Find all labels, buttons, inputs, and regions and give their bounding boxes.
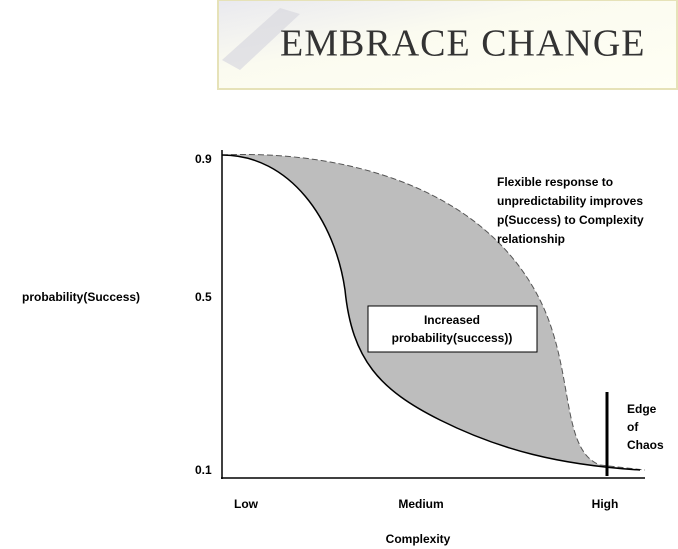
labels: probability(Success) 0.9 0.5 0.1 Low Medium Hi… xyxy=(22,152,664,546)
banner: EMBRACE CHANGE xyxy=(217,0,678,90)
note-line: Flexible response to xyxy=(497,175,613,189)
banner-decoration xyxy=(222,8,300,70)
box-line: Increased xyxy=(424,313,480,327)
box-line: probability(success)) xyxy=(392,331,513,345)
y-axis-label: probability(Success) xyxy=(22,290,140,304)
x-tick-label: High xyxy=(592,497,619,511)
edge-line-label: of xyxy=(627,420,639,434)
note-line: p(Success) to Complexity xyxy=(497,213,644,227)
y-tick-label: 0.5 xyxy=(195,290,212,304)
baseline-curve xyxy=(221,154,641,471)
edge-line-label: Chaos xyxy=(627,438,664,452)
x-tick-label: Medium xyxy=(398,497,443,511)
y-tick-label: 0.9 xyxy=(195,152,212,166)
banner-title: EMBRACE CHANGE xyxy=(280,23,646,65)
note-line: unpredictability improves xyxy=(497,194,643,208)
annotation-box xyxy=(367,305,538,353)
x-tick-label: Low xyxy=(234,497,259,511)
improved-curve xyxy=(221,154,646,471)
y-tick-label: 0.1 xyxy=(195,463,212,477)
x-axis-label: Complexity xyxy=(386,532,451,546)
edge-line-label: Edge xyxy=(627,402,657,416)
note-line: relationship xyxy=(497,232,565,246)
